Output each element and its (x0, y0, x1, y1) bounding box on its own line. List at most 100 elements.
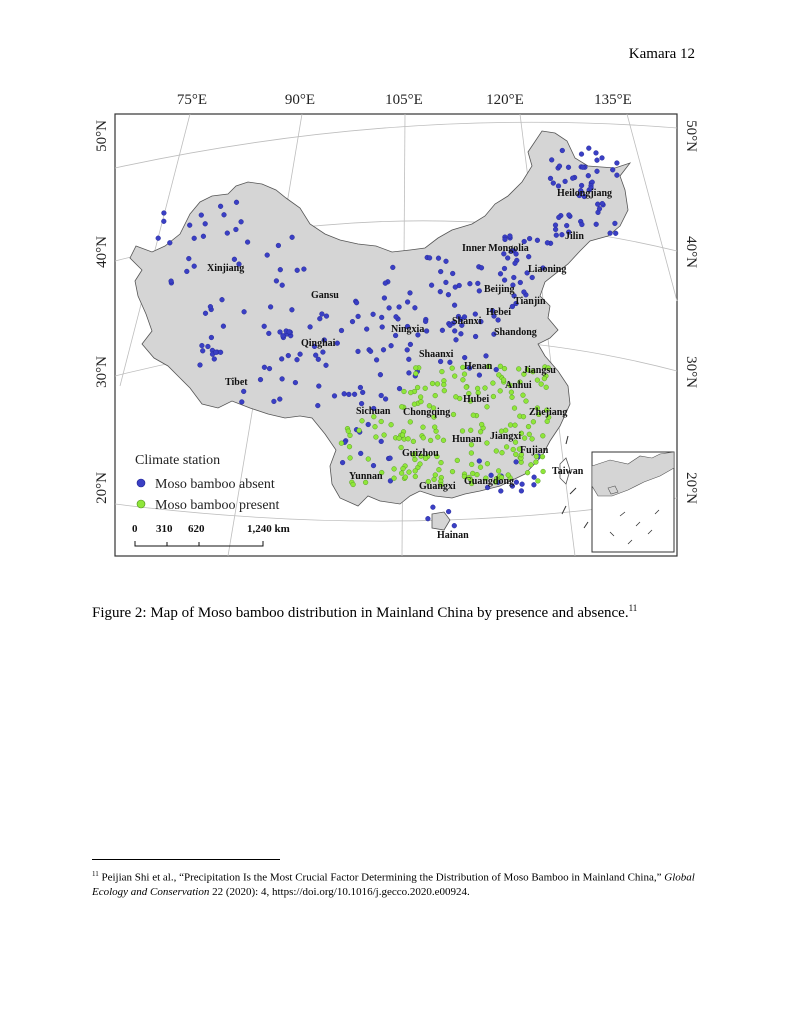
station-point (400, 466, 406, 472)
station-point (565, 164, 572, 170)
station-point (443, 258, 449, 264)
lon-top-105: 105°E (385, 92, 423, 108)
station-point (578, 187, 584, 194)
station-point (257, 377, 264, 383)
label-henan: Henan (464, 361, 493, 372)
station-point (321, 337, 327, 343)
station-point (533, 453, 540, 460)
station-point (599, 155, 605, 161)
station-point (316, 383, 322, 389)
station-point (610, 167, 616, 173)
station-point (423, 455, 429, 462)
station-point (371, 414, 377, 420)
station-point (576, 192, 582, 199)
station-point (473, 333, 479, 340)
station-point (502, 277, 508, 283)
station-point (338, 440, 345, 446)
station-point (315, 356, 321, 362)
station-point (490, 380, 496, 386)
station-point (594, 157, 600, 163)
station-point (219, 297, 225, 303)
lat-left-50: 50°N (94, 120, 110, 152)
label-anhui: Anhui (505, 380, 532, 391)
station-point (430, 504, 436, 510)
station-point (497, 363, 504, 369)
station-point (197, 362, 203, 368)
station-point (491, 331, 497, 337)
station-point (430, 405, 437, 411)
station-point (520, 392, 526, 398)
station-point (373, 434, 379, 440)
station-point (472, 311, 478, 317)
station-point (374, 357, 380, 363)
scale-label-310: 310 (156, 523, 173, 535)
station-point (307, 324, 313, 330)
station-point (396, 386, 403, 392)
station-point (461, 314, 468, 320)
station-point (525, 470, 531, 476)
station-point (331, 393, 338, 399)
station-point (579, 182, 585, 189)
station-point (524, 270, 530, 276)
station-point (509, 394, 515, 400)
station-point (476, 458, 482, 464)
station-point (378, 418, 384, 425)
station-point (614, 172, 620, 178)
station-point (491, 313, 497, 319)
label-hunan: Hunan (452, 434, 482, 445)
station-point (438, 269, 444, 275)
station-point (443, 279, 449, 286)
station-point (479, 421, 485, 428)
station-point (355, 348, 361, 355)
station-point (279, 282, 285, 288)
lat-left-20: 20°N (94, 472, 110, 504)
station-point (483, 475, 489, 481)
station-point (446, 509, 452, 515)
station-point (498, 428, 505, 434)
station-point (399, 432, 406, 438)
station-point (404, 323, 411, 330)
station-point (422, 385, 428, 391)
station-point (536, 411, 542, 418)
station-point (317, 316, 323, 322)
station-point (508, 248, 514, 254)
station-point (468, 427, 474, 433)
station-point (268, 304, 274, 310)
station-point (497, 388, 503, 394)
station-point (213, 349, 219, 355)
station-point (202, 221, 208, 227)
station-point (556, 214, 562, 221)
station-point (347, 455, 353, 461)
station-point (277, 267, 283, 273)
station-point (218, 349, 224, 355)
station-point (200, 233, 207, 239)
station-point (233, 199, 240, 205)
station-point (365, 421, 371, 428)
station-point (512, 260, 518, 266)
station-point (513, 459, 519, 465)
station-point (476, 372, 483, 378)
station-point (545, 365, 551, 371)
station-point (478, 319, 484, 325)
station-point (371, 405, 377, 412)
legend: Climate station Moso bamboo absent Moso … (135, 453, 280, 513)
station-point (469, 480, 475, 487)
station-point (277, 396, 283, 402)
station-point (468, 450, 475, 456)
station-point (501, 265, 508, 272)
station-point (420, 435, 426, 441)
station-point (478, 265, 485, 271)
station-point (530, 419, 537, 425)
station-point (161, 210, 167, 216)
station-point (413, 371, 419, 377)
station-point (439, 369, 445, 375)
station-point (238, 219, 244, 225)
station-point (485, 484, 491, 491)
station-point (354, 300, 360, 306)
station-point (436, 467, 442, 473)
station-point (531, 474, 537, 480)
map-svg: 75°E 90°E 105°E 120°E 135°E 90°E 105°E 1… (94, 92, 699, 557)
label-guizhou: Guizhou (402, 448, 439, 459)
station-point (345, 428, 351, 434)
station-point (544, 240, 551, 246)
